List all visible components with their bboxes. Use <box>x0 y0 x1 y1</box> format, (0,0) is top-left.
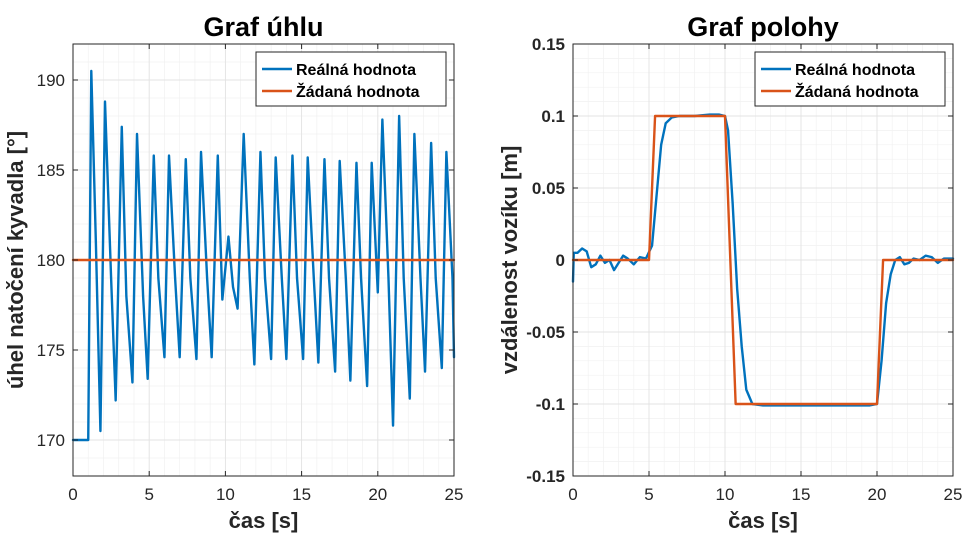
x-axis-label: čas [s] <box>728 508 798 533</box>
y-axis-label: úhel natočení kyvadla [°] <box>3 131 28 389</box>
x-axis-label: čas [s] <box>229 508 299 533</box>
series-group <box>71 69 456 442</box>
x-tick-label: 25 <box>944 485 963 504</box>
y-tick-label: -0.05 <box>526 323 565 342</box>
ticks: 0 5 10 15 20 25 -0.15 -0.1 -0.05 0 0.05 0.1 0.15 <box>526 35 962 504</box>
x-tick-label: 5 <box>144 485 153 504</box>
series-line-real <box>71 69 456 442</box>
chart-title: Graf úhlu <box>204 12 324 42</box>
x-tick-label: 0 <box>568 485 577 504</box>
chart-1: 0 5 10 15 20 25 170 175 180 185 190 Graf úhlu čas [s… <box>3 12 463 533</box>
legend-label-target: Žádaná hodnota <box>795 82 919 101</box>
y-tick-label: 0.05 <box>532 179 565 198</box>
legend-label-real: Reálná hodnota <box>795 62 915 79</box>
series-line-target <box>571 114 955 406</box>
x-tick-label: 0 <box>68 485 77 504</box>
x-tick-label: 20 <box>868 485 887 504</box>
x-tick-label: 5 <box>644 485 653 504</box>
x-tick-label: 15 <box>292 485 311 504</box>
y-tick-label: 170 <box>37 431 65 450</box>
x-tick-label: 20 <box>368 485 387 504</box>
legend-label-target: Žádaná hodnota <box>296 82 420 101</box>
y-tick-label: 175 <box>37 341 65 360</box>
ticks: 0 5 10 15 20 25 170 175 180 185 190 <box>37 44 464 504</box>
y-tick-label: -0.1 <box>536 395 565 414</box>
legend-box <box>754 51 946 107</box>
chart-title: Graf polohy <box>687 12 839 42</box>
legend: Reálná hodnota Žádaná hodnota <box>255 51 447 107</box>
x-tick-label: 10 <box>216 485 235 504</box>
x-tick-label: 25 <box>445 485 464 504</box>
series-group <box>571 113 955 407</box>
legend-label-real: Reálná hodnota <box>296 62 416 79</box>
legend-box <box>255 51 447 107</box>
legend: Reálná hodnota Žádaná hodnota <box>754 51 946 107</box>
x-tick-label: 15 <box>792 485 811 504</box>
y-tick-label: 180 <box>37 251 65 270</box>
chart-2: 0 5 10 15 20 25 -0.15 -0.1 -0.05 0 0.05 0.1 0.15 Graf… <box>497 12 962 533</box>
y-tick-label: 185 <box>37 161 65 180</box>
x-tick-label: 10 <box>716 485 735 504</box>
y-tick-label: 0.1 <box>541 107 565 126</box>
y-tick-label: 0.15 <box>532 35 565 54</box>
y-tick-label: -0.15 <box>526 467 565 486</box>
y-tick-label: 190 <box>37 71 65 90</box>
y-tick-label: 0 <box>556 251 565 270</box>
y-axis-label: vzdálenost vozíku [m] <box>497 146 522 375</box>
